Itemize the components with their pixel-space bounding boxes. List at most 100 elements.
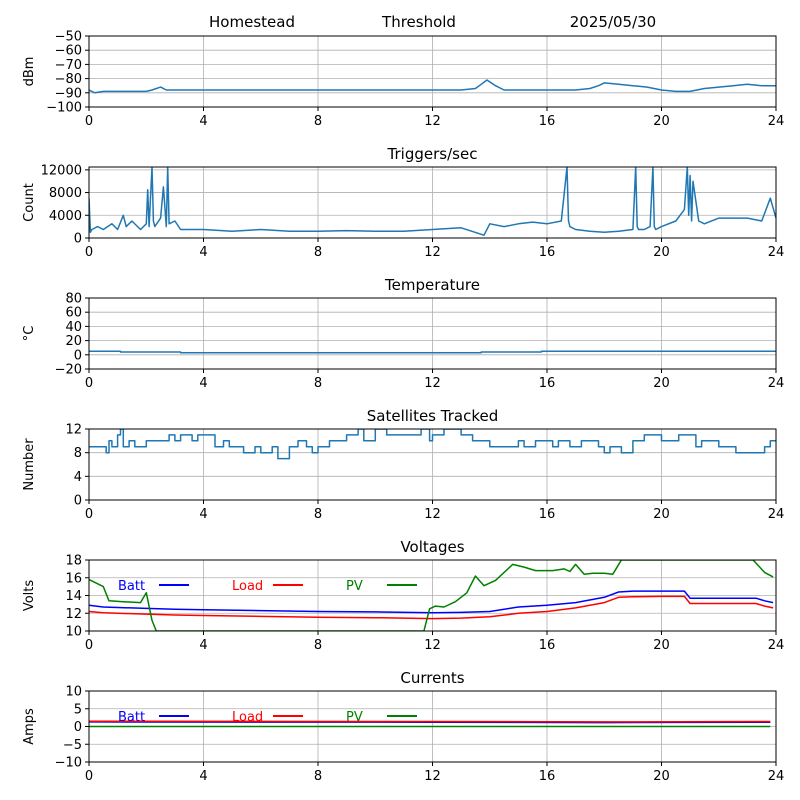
- x-tick-label: 16: [539, 638, 556, 653]
- chart-panel-2: 0 4 8 12 16 20 24 0 4000 8000 12000 Triggers/sec Cou…: [22, 145, 784, 260]
- header-site: Homestead: [209, 13, 295, 31]
- x-tick-label: 8: [314, 245, 322, 260]
- y-tick-label: 16: [65, 571, 82, 586]
- y-tick-label: −90: [55, 86, 82, 101]
- y-tick-label: 0: [74, 494, 82, 509]
- y-tick-label: 0: [74, 348, 82, 363]
- x-tick-label: 16: [539, 114, 556, 129]
- x-tick-label: 4: [199, 245, 207, 260]
- y-tick-label: 5: [74, 702, 82, 717]
- y-tick-label: 4: [74, 470, 82, 485]
- x-tick-label: 20: [653, 114, 670, 129]
- header-date: 2025/05/30: [570, 13, 656, 31]
- y-tick-label: −100: [46, 101, 82, 116]
- series-line-1: [89, 167, 776, 236]
- x-tick-label: 24: [768, 114, 785, 129]
- y-axis-label: °C: [22, 326, 37, 342]
- x-tick-label: 4: [199, 376, 207, 391]
- y-tick-label: 4000: [49, 209, 82, 224]
- y-tick-label: 10: [65, 685, 82, 700]
- x-tick-label: 12: [424, 114, 441, 129]
- legend-label-pv: PV: [346, 579, 363, 594]
- chart-title: Voltages: [400, 538, 464, 556]
- chart-title: Satellites Tracked: [367, 407, 498, 425]
- x-tick-label: 12: [424, 638, 441, 653]
- series-line-load: [89, 720, 771, 723]
- y-tick-label: 18: [65, 554, 82, 569]
- y-tick-label: 12000: [41, 163, 82, 178]
- y-tick-label: 8: [74, 446, 82, 461]
- x-tick-label: 8: [314, 769, 322, 784]
- y-tick-label: 12: [65, 423, 82, 438]
- chart-panel-4: 0 4 8 12 16 20 24 0 4 8 12 Satellites Tracked Number: [22, 407, 784, 522]
- x-tick-label: 16: [539, 376, 556, 391]
- x-tick-label: 20: [653, 245, 670, 260]
- chart-panel-6: 0 4 8 12 16 20 24 −10 −5 0 5 10 Currents Amps Batt Load…: [22, 669, 784, 784]
- chart-title: Temperature: [384, 276, 480, 294]
- x-tick-label: 0: [85, 245, 93, 260]
- series-line-1: [89, 429, 776, 460]
- legend-label-load: Load: [232, 579, 263, 594]
- y-tick-label: 14: [65, 589, 82, 604]
- series-line-pv: [89, 560, 774, 631]
- x-tick-label: 20: [653, 376, 670, 391]
- x-tick-label: 4: [199, 507, 207, 522]
- y-tick-label: 80: [65, 292, 82, 307]
- x-tick-label: 12: [424, 769, 441, 784]
- y-tick-label: 20: [65, 334, 82, 349]
- chart-panel-5: 0 4 8 12 16 20 24 10 12 14 16 18 Voltages Volts Batt Lo…: [22, 538, 784, 653]
- y-tick-label: 8000: [49, 186, 82, 201]
- x-tick-label: 0: [85, 638, 93, 653]
- y-tick-label: −50: [55, 30, 82, 45]
- x-tick-label: 20: [653, 638, 670, 653]
- y-tick-label: 60: [65, 306, 82, 321]
- x-tick-label: 0: [85, 376, 93, 391]
- y-axis-label: Count: [22, 183, 37, 222]
- y-axis-label: Volts: [22, 580, 37, 612]
- chart-title: Triggers/sec: [387, 145, 478, 163]
- x-tick-label: 4: [199, 638, 207, 653]
- y-tick-label: −10: [55, 756, 82, 771]
- x-tick-label: 20: [653, 769, 670, 784]
- x-tick-label: 0: [85, 507, 93, 522]
- x-tick-label: 24: [768, 245, 785, 260]
- y-tick-label: 0: [74, 232, 82, 247]
- legend-label-load: Load: [232, 710, 263, 725]
- y-tick-label: 12: [65, 607, 82, 622]
- x-tick-label: 8: [314, 507, 322, 522]
- x-tick-label: 8: [314, 638, 322, 653]
- x-tick-label: 4: [199, 769, 207, 784]
- x-tick-label: 16: [539, 507, 556, 522]
- x-tick-label: 24: [768, 638, 785, 653]
- y-tick-label: −80: [55, 72, 82, 87]
- x-tick-label: 8: [314, 376, 322, 391]
- x-tick-label: 24: [768, 769, 785, 784]
- x-tick-label: 0: [85, 769, 93, 784]
- chart-panel-1: 0 4 8 12 16 20 24 −100−90−80−70−60−50 dBm: [22, 30, 784, 130]
- x-tick-label: 12: [424, 376, 441, 391]
- x-tick-label: 8: [314, 114, 322, 129]
- y-tick-label: 0: [74, 720, 82, 735]
- y-axis-label: Amps: [22, 708, 37, 745]
- y-tick-label: −20: [55, 363, 82, 378]
- y-tick-label: −70: [55, 58, 82, 73]
- x-tick-label: 4: [199, 114, 207, 129]
- x-tick-label: 0: [85, 114, 93, 129]
- header-panel-title: Threshold: [381, 13, 456, 31]
- legend-label-batt: Batt: [118, 579, 145, 594]
- y-axis-label: dBm: [22, 57, 37, 87]
- x-tick-label: 24: [768, 376, 785, 391]
- x-tick-label: 16: [539, 769, 556, 784]
- x-tick-label: 20: [653, 507, 670, 522]
- chart-title: Currents: [400, 669, 464, 687]
- y-axis-label: Number: [22, 438, 37, 491]
- y-tick-label: 40: [65, 320, 82, 335]
- series-line-batt: [89, 590, 774, 614]
- x-tick-label: 24: [768, 507, 785, 522]
- legend-label-batt: Batt: [118, 710, 145, 725]
- series-line-load: [89, 595, 774, 620]
- y-tick-label: −60: [55, 44, 82, 59]
- series-line-1: [89, 350, 776, 354]
